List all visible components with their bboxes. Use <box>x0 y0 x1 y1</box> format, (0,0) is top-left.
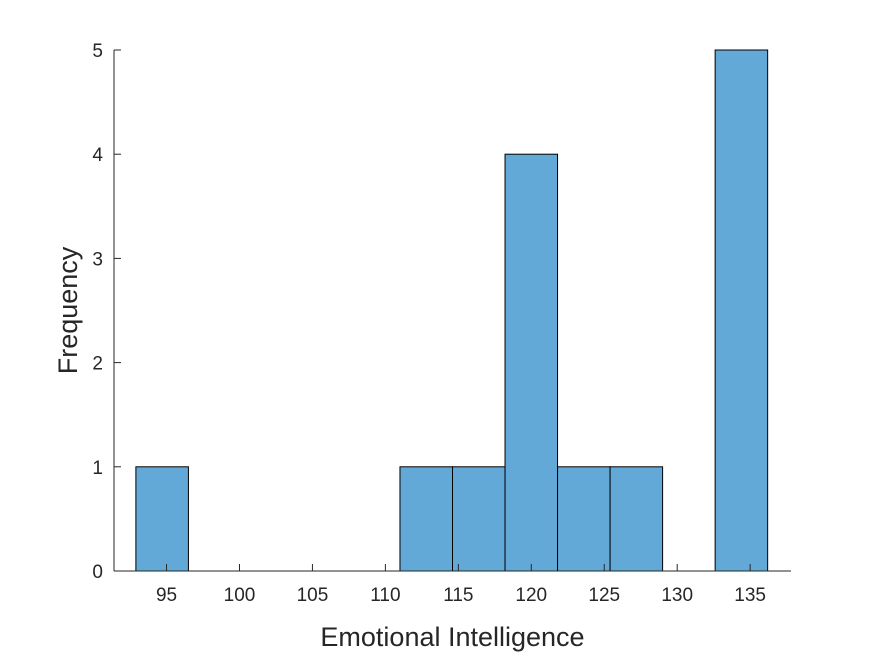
y-tick-label: 3 <box>92 249 103 270</box>
x-tick-label: 100 <box>224 585 256 606</box>
x-axis-label: Emotional Intelligence <box>320 622 584 652</box>
x-tick-label: 120 <box>515 585 547 606</box>
y-axis-label: Frequency <box>53 246 83 374</box>
histogram-bar <box>714 49 769 572</box>
y-tick-label: 5 <box>92 41 103 62</box>
y-tick-label: 4 <box>92 145 103 166</box>
histogram-bar <box>135 466 189 572</box>
histogram-bar <box>557 466 611 572</box>
histogram-bar <box>399 466 454 572</box>
histogram-bar <box>609 466 664 572</box>
x-tick-label: 105 <box>297 585 329 606</box>
axes <box>113 50 791 572</box>
x-tick-label: 95 <box>156 585 177 606</box>
histogram-bar <box>452 466 506 572</box>
y-tick-label: 2 <box>92 354 103 375</box>
histogram-bars <box>135 49 769 572</box>
x-tick-label: 135 <box>734 585 766 606</box>
y-tick-label: 0 <box>92 562 103 583</box>
y-tick-label: 1 <box>92 458 103 479</box>
x-tick-label: 125 <box>588 585 620 606</box>
y-axis-ticks: 0 1 2 3 4 5 <box>92 41 121 583</box>
x-axis-ticks: 95 100 105 110 115 120 125 130 135 <box>156 564 766 606</box>
x-tick-label: 110 <box>370 585 400 606</box>
x-tick-label: 130 <box>661 585 693 606</box>
histogram-bar <box>504 153 559 572</box>
x-tick-label: 115 <box>443 585 473 606</box>
